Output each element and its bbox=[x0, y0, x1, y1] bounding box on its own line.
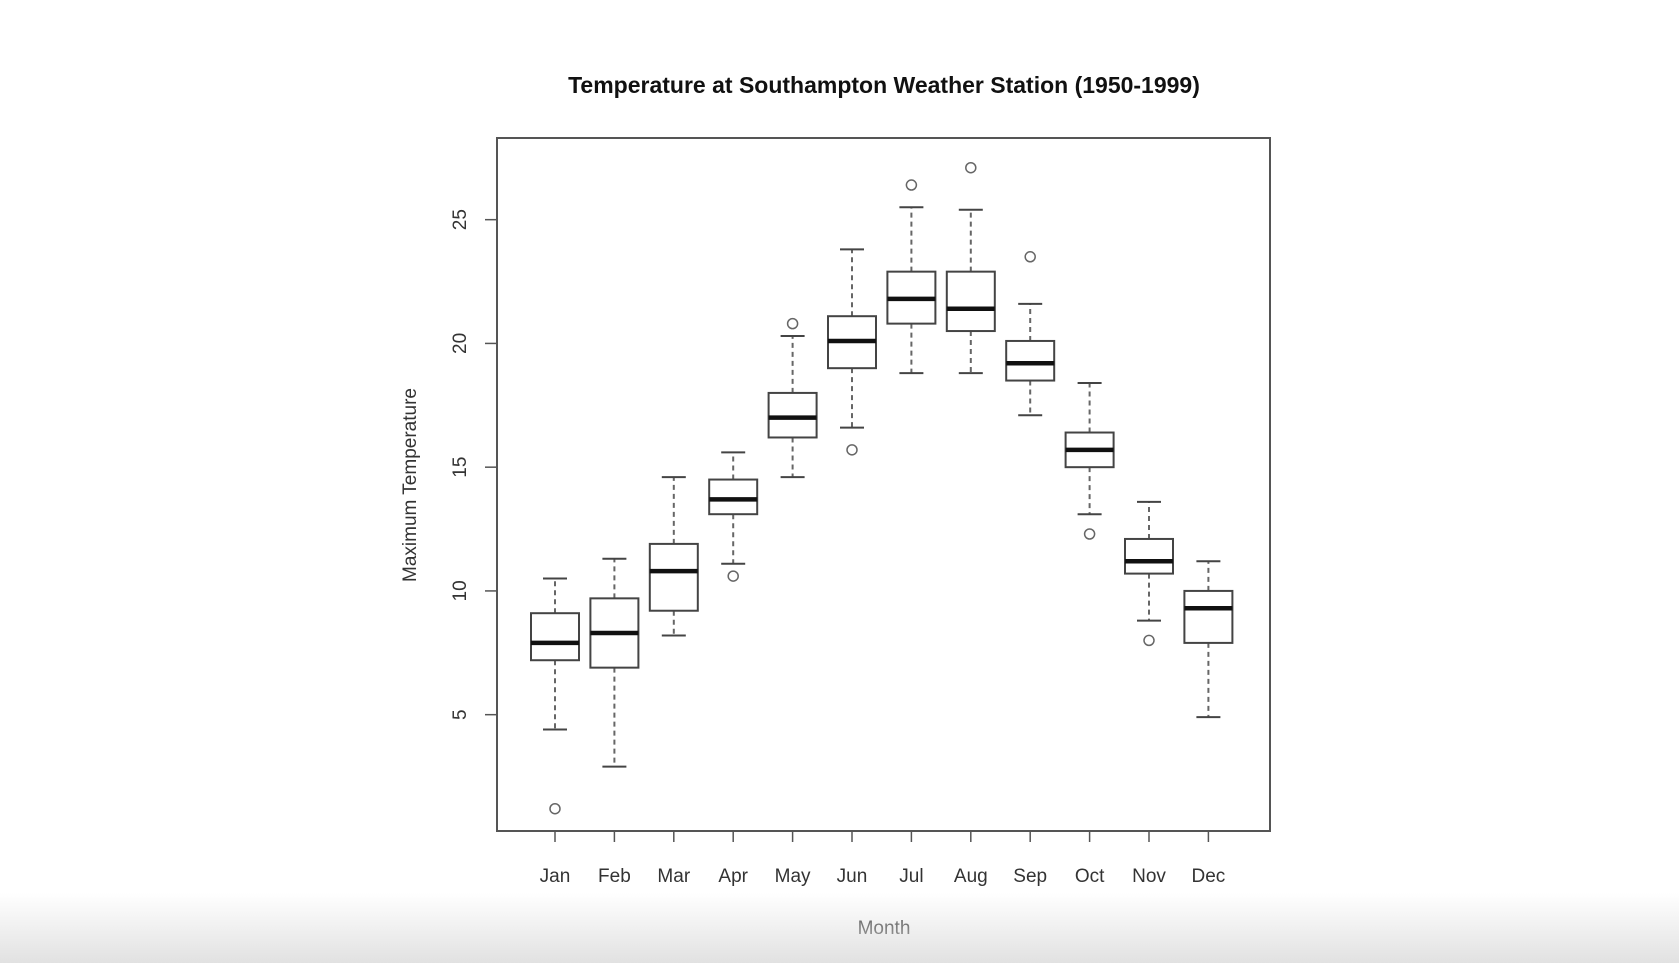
x-tick-label: Aug bbox=[954, 866, 988, 887]
iqr-box bbox=[767, 391, 818, 439]
x-tick-label: Oct bbox=[1075, 866, 1105, 887]
x-tick-label: Jan bbox=[540, 866, 571, 887]
box-jul bbox=[886, 179, 937, 375]
iqr-box bbox=[708, 478, 759, 516]
y-tick-label: 15 bbox=[450, 457, 471, 478]
outlier-point bbox=[965, 161, 977, 174]
x-tick-label: Nov bbox=[1132, 866, 1166, 887]
box-oct bbox=[1064, 382, 1115, 540]
box-nov bbox=[1124, 500, 1174, 647]
box-apr bbox=[708, 451, 759, 582]
outlier-point bbox=[846, 444, 858, 456]
y-tick-label: 20 bbox=[450, 333, 471, 354]
outlier-point bbox=[727, 570, 739, 582]
x-tick-label: Jun bbox=[837, 866, 868, 887]
chart-title: Temperature at Southampton Weather Stati… bbox=[568, 72, 1200, 98]
outlier-point bbox=[1143, 634, 1155, 647]
x-tick-label: Dec bbox=[1192, 866, 1226, 887]
outlier-point bbox=[1083, 528, 1096, 540]
x-tick-label: Apr bbox=[718, 866, 748, 887]
x-axis: Jan Feb Mar Apr May Jun Jul Aug Sep Oct Nov Dec bbox=[540, 831, 1226, 887]
iqr-box bbox=[1124, 537, 1174, 575]
box-feb bbox=[589, 557, 640, 768]
x-tick-label: Sep bbox=[1013, 866, 1047, 887]
box-jun bbox=[827, 248, 877, 456]
outlier-point bbox=[786, 317, 799, 330]
y-axis: 5 10 15 20 25 bbox=[450, 209, 497, 720]
iqr-box bbox=[1183, 589, 1234, 644]
x-tick-label: Jul bbox=[899, 866, 923, 887]
iqr-box bbox=[1005, 339, 1056, 382]
iqr-box bbox=[648, 542, 699, 612]
x-tick-label: May bbox=[775, 866, 811, 887]
box-dec bbox=[1183, 560, 1234, 719]
y-axis-label: Maximum Temperature bbox=[400, 388, 421, 582]
box-series bbox=[530, 161, 1234, 815]
y-tick-label: 5 bbox=[450, 709, 471, 720]
x-tick-label: Mar bbox=[657, 866, 690, 887]
outlier-point bbox=[549, 802, 561, 815]
iqr-box bbox=[945, 270, 996, 333]
outlier-point bbox=[1024, 251, 1036, 263]
x-tick-label: Feb bbox=[598, 866, 631, 887]
box-aug bbox=[945, 161, 996, 375]
plot-frame bbox=[496, 137, 1271, 832]
iqr-box bbox=[530, 612, 580, 662]
box-mar bbox=[648, 476, 699, 637]
x-axis-label: Month bbox=[858, 918, 911, 939]
outlier-point bbox=[905, 179, 918, 191]
y-tick-label: 10 bbox=[450, 580, 471, 601]
box-sep bbox=[1005, 251, 1056, 417]
box-may bbox=[767, 317, 818, 479]
y-tick-label: 25 bbox=[450, 209, 471, 230]
box-jan bbox=[530, 577, 580, 815]
